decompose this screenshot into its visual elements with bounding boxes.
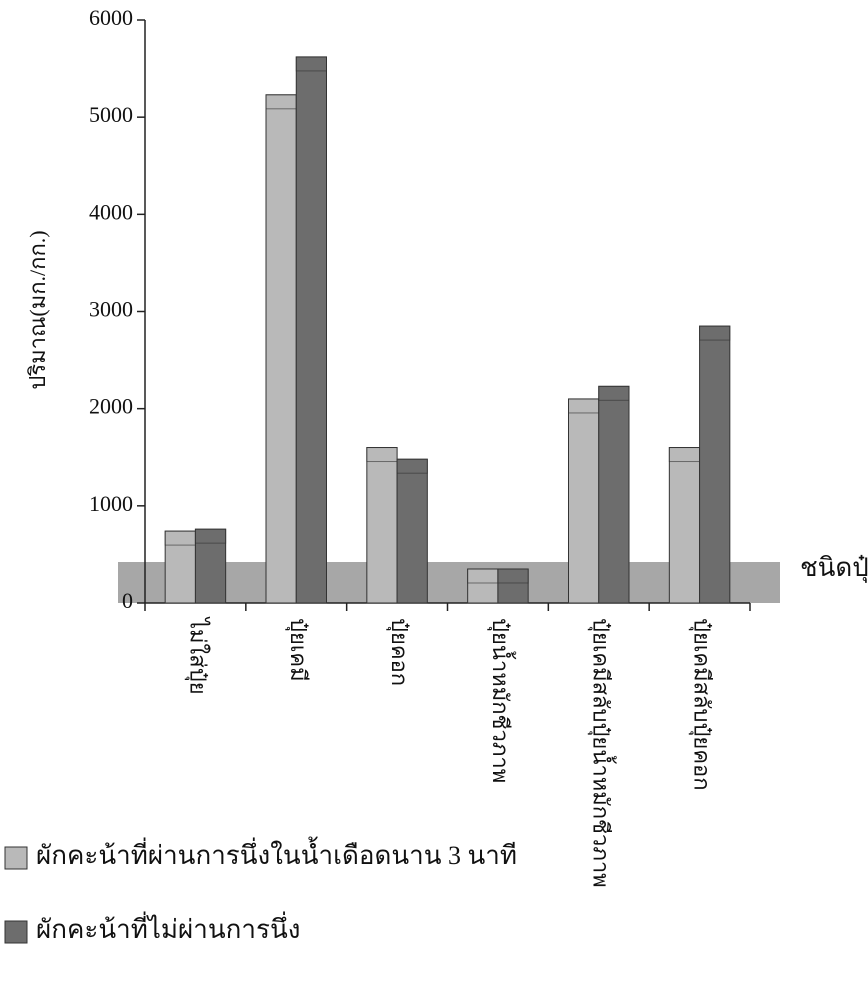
y-tick-label: 2000 [89, 394, 133, 419]
bar [668, 447, 701, 604]
bar-cap [699, 325, 731, 341]
bar-cap [497, 568, 529, 584]
y-tick-label: 4000 [89, 199, 133, 224]
x-tick-label: ปุ๋ยเคมี [285, 618, 311, 682]
y-axis-label: ปริมาณ(มก./กก.) [25, 230, 50, 389]
bar [396, 458, 428, 604]
legend-label: ผักคะน้าที่ไม่ผ่านการนึ่ง [36, 911, 300, 944]
x-tick-label: ไม่ใส่ปุ๋ย [184, 616, 210, 695]
bar [265, 94, 297, 604]
y-tick-label: 6000 [89, 5, 133, 30]
bar-cap [598, 385, 630, 401]
legend-swatch [4, 920, 28, 944]
y-tick-label: 0 [122, 588, 133, 613]
bar [568, 398, 600, 604]
x-tick-label: ปุ๋ยเคมีสลับปุ๋ยคอก [689, 618, 715, 791]
bar [295, 56, 327, 604]
bar-cap [366, 447, 398, 463]
bar-cap [295, 56, 327, 72]
x-tick-label: ปุ๋ยคอก [386, 618, 412, 686]
x-tick-label: ปุ๋ยน้ำหมักชีวภาพ [487, 618, 516, 783]
bar [699, 325, 731, 604]
y-tick-label: 1000 [89, 491, 133, 516]
bar [598, 385, 630, 604]
bar-cap [467, 568, 499, 584]
bar-cap [668, 447, 701, 463]
legend-swatch [4, 846, 28, 870]
x-tick-label: ปุ๋ยเคมีสลับปุ๋ยน้ำหมักชีวภาพ [588, 618, 617, 888]
legend-label: ผักคะน้าที่ผ่านการนึ่งในน้ำเดือดนาน 3 นา… [36, 836, 517, 870]
y-tick-label: 3000 [89, 297, 133, 322]
bar-cap [265, 94, 297, 110]
bar-cap [396, 458, 428, 474]
bar-cap [568, 398, 600, 414]
bar [366, 447, 398, 604]
y-tick-label: 5000 [89, 102, 133, 127]
bar-cap [194, 528, 227, 544]
bar-cap [164, 530, 196, 546]
x-axis-label: ชนิดปุ๋ย [800, 553, 868, 583]
